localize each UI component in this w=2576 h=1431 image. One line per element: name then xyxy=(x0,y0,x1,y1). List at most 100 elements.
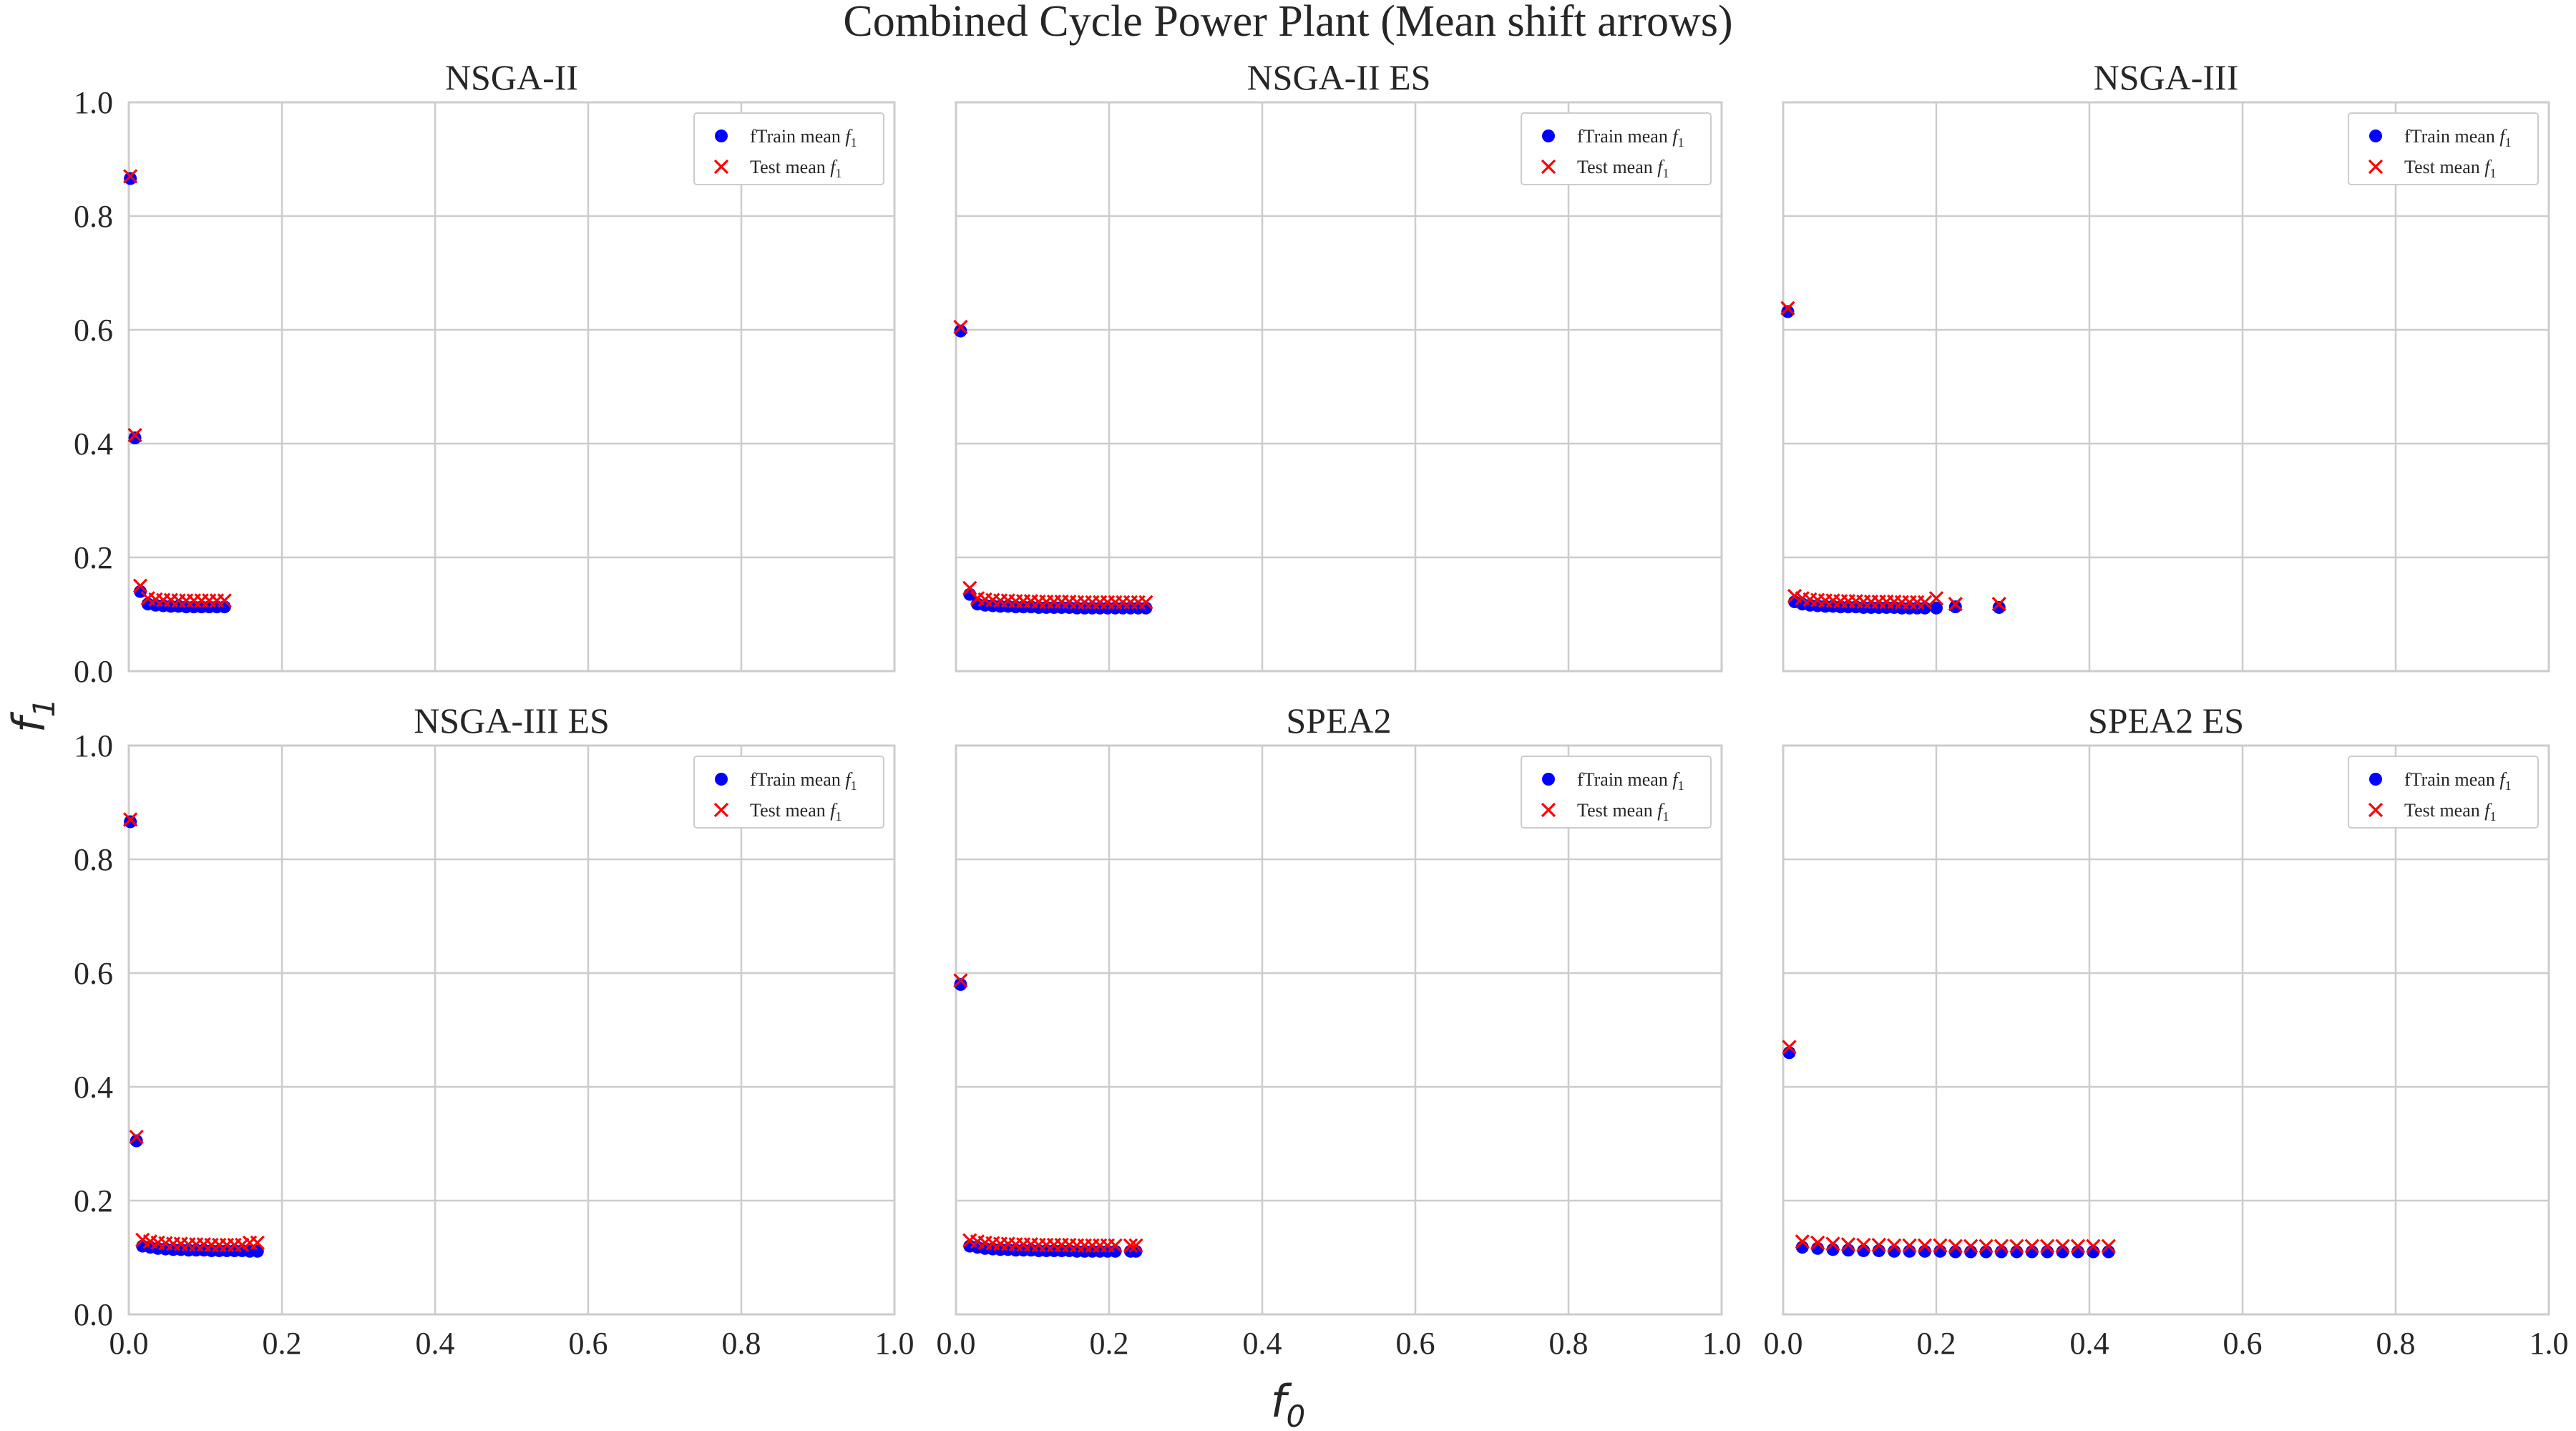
legend-box xyxy=(1521,112,1712,185)
subplot-2: NSGA-II ES fTrain mean f1 Test mean f1 xyxy=(953,57,1723,673)
legend: fTrain mean f1 Test mean f1 xyxy=(1521,756,1712,829)
x-tick-label: 1.0 xyxy=(1702,1326,1742,1361)
x-tick-label: 0.2 xyxy=(1090,1326,1129,1361)
test-mean-point xyxy=(1138,595,1153,610)
test-mean-point xyxy=(2009,1239,2024,1254)
legend-test-marker xyxy=(1541,159,1556,175)
x-tick-label: 0.0 xyxy=(109,1326,149,1361)
legend-train-marker xyxy=(1542,130,1555,142)
test-mean-point xyxy=(1979,1239,1994,1254)
train-mean-point xyxy=(1781,305,1795,318)
x-tick-label: 1.0 xyxy=(2529,1326,2569,1361)
legend-label-test: Test mean f1 xyxy=(750,800,842,824)
legend-label-train: fTrain mean f1 xyxy=(2404,769,2512,793)
x-tick-label: 0.4 xyxy=(416,1326,455,1361)
x-axis-label: f0 xyxy=(1271,1375,1306,1431)
train-mean-point xyxy=(124,815,137,829)
train-mean-point xyxy=(954,977,967,991)
test-mean-point xyxy=(1948,597,1963,612)
test-mean-point xyxy=(250,1235,265,1250)
test-mean-point xyxy=(1810,1235,1825,1250)
test-mean-point xyxy=(953,319,968,335)
train-mean-point xyxy=(1948,600,1962,614)
test-mean-point xyxy=(129,1129,144,1145)
subplot-3: NSGA-III fTrain mean f1 Test mean f1 xyxy=(1780,57,2550,673)
y-tick-label: 0.8 xyxy=(74,199,113,234)
legend-label-test: Test mean f1 xyxy=(750,157,842,180)
legend-label-train: fTrain mean f1 xyxy=(2404,126,2512,150)
test-mean-point xyxy=(962,580,977,596)
plot-frame xyxy=(127,744,896,1316)
test-mean-point xyxy=(1917,595,1933,610)
y-tick-label: 0.6 xyxy=(74,956,113,991)
subplot-4: NSGA-III ES 0.0 0.2 0.4 0.6 0.8 1.0 0.0 0.2 0.4 0.… xyxy=(74,700,914,1361)
test-mean-point xyxy=(127,427,142,443)
y-tick-label: 0.0 xyxy=(74,1297,113,1332)
legend-label-train: fTrain mean f1 xyxy=(750,769,857,793)
y-tick-label: 0.4 xyxy=(74,1070,113,1105)
x-tick-label: 0.0 xyxy=(1764,1326,1803,1361)
test-mean-point xyxy=(2070,1239,2086,1254)
y-axis-label-sub: 1 xyxy=(26,698,62,718)
x-tick-label: 0.6 xyxy=(2223,1326,2263,1361)
legend-test-marker xyxy=(2368,159,2384,175)
y-tick-label: 0.2 xyxy=(74,1183,113,1218)
test-mean-point xyxy=(1840,1237,1856,1252)
x-tick-label: 0.6 xyxy=(1396,1326,1435,1361)
plot-frame xyxy=(1782,744,2550,1316)
test-mean-point xyxy=(2024,1239,2039,1254)
y-tick-label: 0.0 xyxy=(74,654,113,689)
test-mean-point xyxy=(953,973,968,988)
subplot-1: NSGA-II 0.0 0.2 0.4 0.6 0.8 1.0 fTrain mean f1 T… xyxy=(74,57,896,689)
legend-test-marker xyxy=(2368,802,2384,818)
test-mean-point xyxy=(1123,1238,1138,1253)
legend-train-marker xyxy=(2369,773,2382,786)
train-mean-point xyxy=(1930,601,1943,615)
x-tick-label: 0.0 xyxy=(937,1326,976,1361)
legend: fTrain mean f1 Test mean f1 xyxy=(693,112,884,185)
legend-label-test: Test mean f1 xyxy=(2404,800,2497,824)
y-tick-label: 0.4 xyxy=(74,426,113,461)
x-tick-label: 0.4 xyxy=(1243,1326,1282,1361)
panels: NSGA-II 0.0 0.2 0.4 0.6 0.8 1.0 fTrain mean f1 T… xyxy=(74,57,2569,1361)
legend-train-marker xyxy=(715,773,728,786)
x-tick-label: 0.8 xyxy=(2376,1326,2416,1361)
plot-frame xyxy=(955,744,1723,1316)
test-mean-point xyxy=(2055,1239,2070,1254)
y-tick-label: 0.6 xyxy=(74,313,113,348)
subplot-title: NSGA-III ES xyxy=(414,700,610,741)
legend-test-marker xyxy=(713,802,729,818)
y-tick-label: 0.2 xyxy=(74,540,113,575)
legend-test-marker xyxy=(1541,802,1556,818)
y-tick-label: 1.0 xyxy=(74,728,113,763)
subplot-title: SPEA2 ES xyxy=(2088,700,2244,741)
train-mean-point xyxy=(954,324,967,338)
legend-box xyxy=(693,112,884,185)
test-mean-point xyxy=(2086,1239,2101,1254)
test-mean-point xyxy=(1780,301,1795,316)
legend-box xyxy=(1521,756,1712,829)
legend-box xyxy=(2348,112,2539,185)
x-tick-label: 0.2 xyxy=(1917,1326,1956,1361)
legend-box xyxy=(2348,756,2539,829)
subplot-5: SPEA2 0.0 0.2 0.4 0.6 0.8 1.0 fTrain mean f1 Tes… xyxy=(937,700,1742,1361)
legend-label-test: Test mean f1 xyxy=(2404,157,2497,180)
legend-test-marker xyxy=(713,159,729,175)
train-mean-point xyxy=(128,431,142,445)
test-mean-point xyxy=(1948,1239,1963,1254)
subplot-title: SPEA2 xyxy=(1286,700,1391,741)
legend-train-marker xyxy=(715,130,728,142)
test-mean-point xyxy=(1902,1238,1917,1253)
subplot-title: NSGA-II xyxy=(445,57,578,97)
plot-frame xyxy=(1782,101,2550,673)
legend-label-test: Test mean f1 xyxy=(1577,157,1669,180)
test-mean-point xyxy=(1887,1238,1902,1253)
test-mean-point xyxy=(1128,1238,1143,1253)
x-tick-label: 0.8 xyxy=(1549,1326,1589,1361)
legend-train-marker xyxy=(1542,773,1555,786)
test-mean-point xyxy=(217,593,232,608)
legend-label-test: Test mean f1 xyxy=(1577,800,1669,824)
legend: fTrain mean f1 Test mean f1 xyxy=(2348,112,2539,185)
legend-label-train: fTrain mean f1 xyxy=(1577,126,1684,150)
